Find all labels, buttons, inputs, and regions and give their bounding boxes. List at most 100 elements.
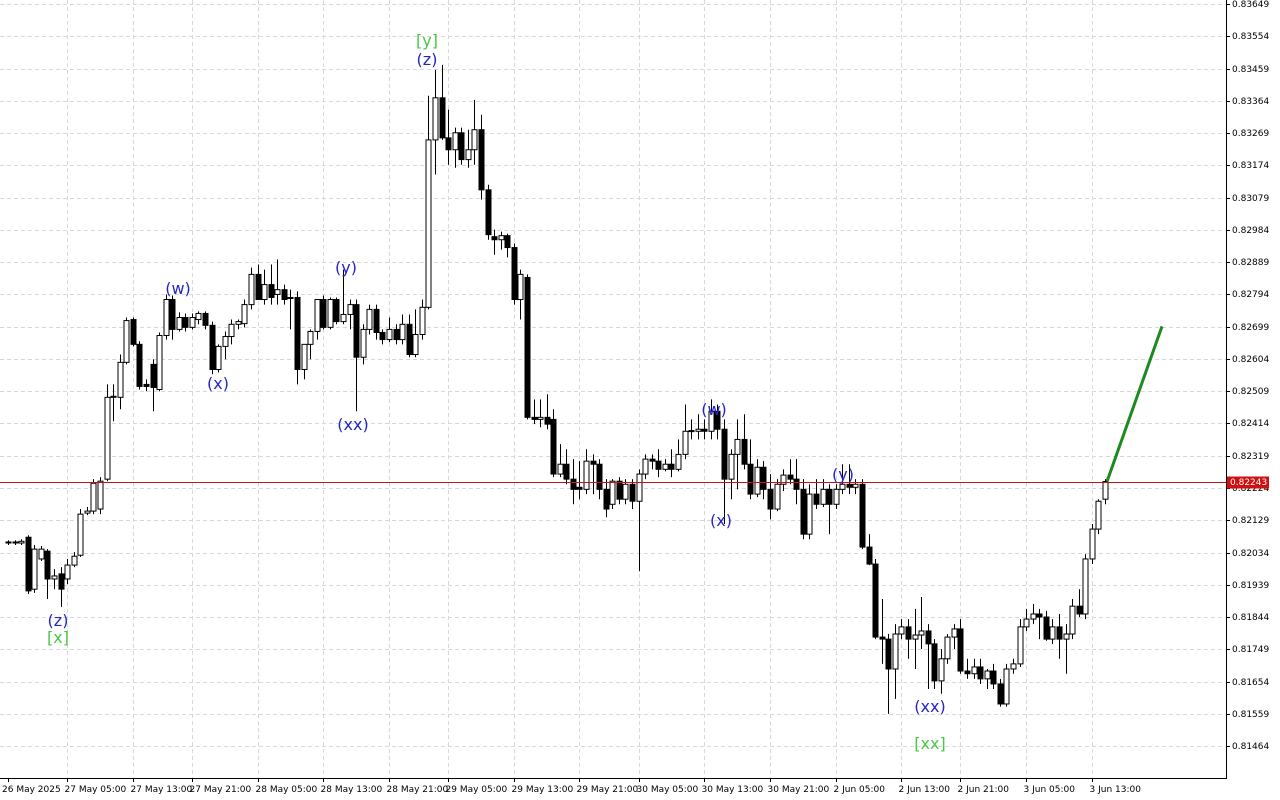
candle-body <box>366 308 373 330</box>
candle-body <box>596 463 603 490</box>
candle-body <box>616 480 623 500</box>
x-tick-label: 2 Jun 05:00 <box>834 785 886 795</box>
wave-label: (xx) <box>914 697 945 716</box>
candle-body <box>1102 481 1109 500</box>
candle-body <box>1069 605 1076 635</box>
candle-body <box>787 474 794 480</box>
candle-body <box>143 383 150 387</box>
candle-body <box>1017 626 1024 665</box>
candle-body <box>826 488 833 505</box>
candle-body <box>1023 618 1030 628</box>
y-tick-label: 0.83174 <box>1232 161 1269 171</box>
candle-body <box>248 273 255 306</box>
y-tick-label: 0.83649 <box>1232 0 1269 10</box>
candle-body <box>255 273 262 301</box>
y-tick-label: 0.82129 <box>1232 516 1269 526</box>
candle-body <box>892 633 899 670</box>
wave-label: (y) <box>832 465 854 484</box>
candle-body <box>1076 605 1083 615</box>
candle-body <box>268 284 275 298</box>
candle-body <box>839 483 846 490</box>
candle-body <box>110 395 117 398</box>
y-tick-label: 0.82319 <box>1232 452 1269 462</box>
x-tick-label: 30 May 13:00 <box>702 785 764 795</box>
candle-body <box>971 666 978 675</box>
candle-body <box>44 550 51 580</box>
candle-body <box>550 418 557 475</box>
candle-body <box>662 463 669 470</box>
candle-body <box>182 317 189 328</box>
candle-body <box>241 304 248 325</box>
candle-body <box>1063 633 1070 640</box>
candle-body <box>130 319 137 345</box>
candle-body <box>576 486 583 490</box>
candle-body <box>609 480 616 505</box>
candle-body <box>590 460 597 465</box>
candle-body <box>511 247 518 301</box>
candle-body <box>136 343 143 387</box>
candle-body <box>432 97 439 141</box>
candle-body <box>898 626 905 635</box>
candle-body <box>189 317 196 328</box>
x-tick-label: 27 May 13:00 <box>131 785 193 795</box>
wave-label: [xx] <box>914 734 945 753</box>
wave-label: (x) <box>710 511 732 530</box>
candle-body <box>222 336 229 347</box>
candle-body <box>531 416 538 420</box>
candle-body <box>498 235 505 241</box>
candle-body <box>64 564 71 580</box>
candle-body <box>281 289 288 301</box>
candle-body <box>780 474 787 485</box>
price-label: 0.82243 <box>1230 478 1267 488</box>
candle-body <box>655 460 662 470</box>
candle-body <box>636 473 643 502</box>
candle-body <box>465 149 472 161</box>
wave-label: (z) <box>48 611 69 630</box>
candle-body <box>859 483 866 548</box>
candle-body <box>406 323 413 356</box>
candle-body <box>123 320 130 363</box>
y-tick-label: 0.83079 <box>1232 194 1269 204</box>
candle-body <box>760 466 767 490</box>
candle-body <box>38 548 45 560</box>
candle-body <box>517 273 524 301</box>
candle-body <box>603 488 610 510</box>
candle-body <box>984 670 991 680</box>
candle-body <box>668 463 675 470</box>
candle-body <box>734 438 741 455</box>
x-tick-label: 26 May 2025 <box>2 785 61 795</box>
candle-body <box>458 132 465 161</box>
x-tick-label: 28 May 21:00 <box>387 785 449 795</box>
y-tick-label: 0.83364 <box>1232 97 1269 107</box>
candle-body <box>957 628 964 672</box>
candle-body <box>393 328 400 341</box>
candle-body <box>879 636 886 640</box>
wave-label: (x) <box>207 374 229 393</box>
candle-body <box>452 132 459 151</box>
candle-body <box>583 460 590 490</box>
candle-body <box>931 643 938 682</box>
candle-body <box>274 289 281 295</box>
candle-body <box>708 410 715 432</box>
candle-body <box>156 335 163 391</box>
candle-body <box>202 312 209 326</box>
y-tick-label: 0.82224 <box>1232 484 1269 494</box>
candle-body <box>235 321 242 325</box>
candle-body <box>84 510 91 514</box>
candle-body <box>215 345 222 370</box>
candle-body <box>1036 613 1043 618</box>
candle-body <box>918 630 925 636</box>
y-tick-label: 0.83269 <box>1232 129 1269 139</box>
candle-body <box>813 493 820 505</box>
candle-body <box>379 331 386 341</box>
candle-body <box>820 488 827 505</box>
candle-body <box>25 536 32 592</box>
candle-body <box>872 563 879 638</box>
candle-body <box>439 97 446 139</box>
candle-body <box>806 493 813 535</box>
forecast-line <box>1105 325 1164 483</box>
y-tick-label: 0.81939 <box>1232 581 1269 591</box>
candle-body <box>412 333 419 356</box>
x-tick-label: 3 Jun 13:00 <box>1090 785 1142 795</box>
